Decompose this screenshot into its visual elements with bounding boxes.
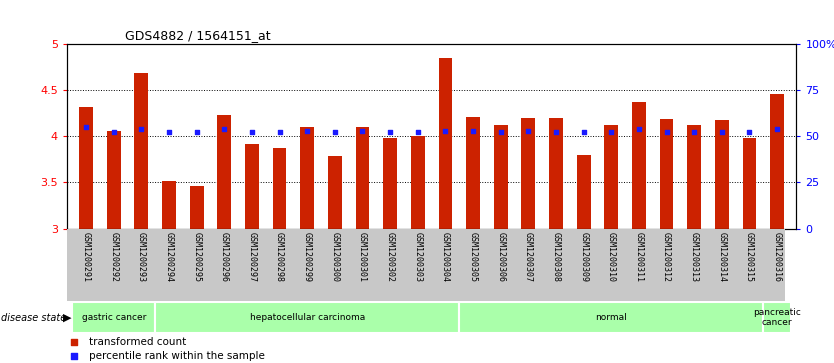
- Bar: [328, 156, 342, 229]
- Point: [107, 130, 120, 135]
- Point: [466, 128, 480, 134]
- Point: [439, 128, 452, 134]
- Point: [190, 130, 203, 135]
- Point: [273, 130, 286, 135]
- Point: [522, 128, 535, 134]
- Text: GSM1200307: GSM1200307: [524, 232, 533, 282]
- Text: GSM1200301: GSM1200301: [358, 232, 367, 282]
- Bar: [355, 127, 369, 229]
- Text: GSM1200315: GSM1200315: [745, 232, 754, 282]
- Bar: [763, 302, 791, 333]
- Bar: [632, 102, 646, 229]
- Bar: [577, 155, 590, 229]
- Text: GSM1200297: GSM1200297: [248, 232, 256, 282]
- Point: [411, 130, 425, 135]
- Bar: [73, 302, 155, 333]
- Bar: [79, 106, 93, 229]
- Point: [245, 130, 259, 135]
- Point: [134, 126, 148, 132]
- Bar: [466, 117, 480, 229]
- Point: [494, 130, 507, 135]
- Bar: [162, 180, 176, 229]
- Text: hepatocellular carcinoma: hepatocellular carcinoma: [249, 313, 364, 322]
- Point: [605, 130, 618, 135]
- Bar: [549, 118, 563, 229]
- Bar: [742, 138, 756, 229]
- Point: [68, 339, 81, 345]
- Bar: [218, 115, 231, 229]
- Text: gastric cancer: gastric cancer: [82, 313, 146, 322]
- Bar: [460, 302, 763, 333]
- Point: [356, 128, 369, 134]
- Text: GSM1200293: GSM1200293: [137, 232, 146, 282]
- Bar: [521, 118, 535, 229]
- Point: [218, 126, 231, 132]
- Point: [577, 130, 590, 135]
- Text: ▶: ▶: [63, 313, 71, 323]
- Point: [687, 130, 701, 135]
- Point: [632, 126, 646, 132]
- Text: GSM1200310: GSM1200310: [607, 232, 615, 282]
- Text: GSM1200312: GSM1200312: [662, 232, 671, 282]
- Bar: [300, 127, 314, 229]
- Text: GSM1200313: GSM1200313: [690, 232, 699, 282]
- Point: [163, 130, 176, 135]
- Bar: [273, 148, 286, 229]
- Text: GSM1200302: GSM1200302: [385, 232, 394, 282]
- Point: [771, 126, 784, 132]
- Bar: [494, 125, 508, 229]
- Bar: [107, 131, 121, 229]
- Bar: [771, 94, 784, 229]
- Text: GSM1200308: GSM1200308: [551, 232, 560, 282]
- Text: GSM1200314: GSM1200314: [717, 232, 726, 282]
- Bar: [715, 121, 729, 229]
- Bar: [155, 302, 460, 333]
- Bar: [245, 144, 259, 229]
- Bar: [687, 125, 701, 229]
- Bar: [134, 73, 148, 229]
- Bar: [439, 58, 452, 229]
- Bar: [189, 186, 203, 229]
- Text: GSM1200306: GSM1200306: [496, 232, 505, 282]
- Point: [300, 128, 314, 134]
- Text: GSM1200305: GSM1200305: [469, 232, 478, 282]
- Point: [79, 124, 93, 130]
- Point: [660, 130, 673, 135]
- Point: [384, 130, 397, 135]
- Text: GSM1200292: GSM1200292: [109, 232, 118, 282]
- Text: GSM1200294: GSM1200294: [164, 232, 173, 282]
- Text: GSM1200309: GSM1200309: [579, 232, 588, 282]
- Text: GSM1200296: GSM1200296: [220, 232, 229, 282]
- Text: normal: normal: [595, 313, 627, 322]
- Bar: [383, 138, 397, 229]
- Text: GSM1200316: GSM1200316: [772, 232, 781, 282]
- Bar: [411, 136, 425, 229]
- Text: GSM1200304: GSM1200304: [441, 232, 450, 282]
- Text: disease state: disease state: [1, 313, 66, 323]
- Point: [328, 130, 341, 135]
- Text: GSM1200300: GSM1200300: [330, 232, 339, 282]
- Text: GSM1200295: GSM1200295: [192, 232, 201, 282]
- Point: [68, 353, 81, 359]
- Text: GSM1200298: GSM1200298: [275, 232, 284, 282]
- Text: pancreatic
cancer: pancreatic cancer: [753, 308, 801, 327]
- Point: [550, 130, 563, 135]
- Text: GSM1200299: GSM1200299: [303, 232, 312, 282]
- Bar: [605, 125, 618, 229]
- Point: [716, 130, 729, 135]
- Text: GSM1200303: GSM1200303: [414, 232, 422, 282]
- Bar: [660, 119, 674, 229]
- Text: percentile rank within the sample: percentile rank within the sample: [89, 351, 265, 361]
- Point: [743, 130, 756, 135]
- Text: GSM1200311: GSM1200311: [635, 232, 643, 282]
- Text: GSM1200291: GSM1200291: [82, 232, 91, 282]
- Text: GDS4882 / 1564151_at: GDS4882 / 1564151_at: [125, 29, 271, 42]
- Text: transformed count: transformed count: [89, 337, 187, 347]
